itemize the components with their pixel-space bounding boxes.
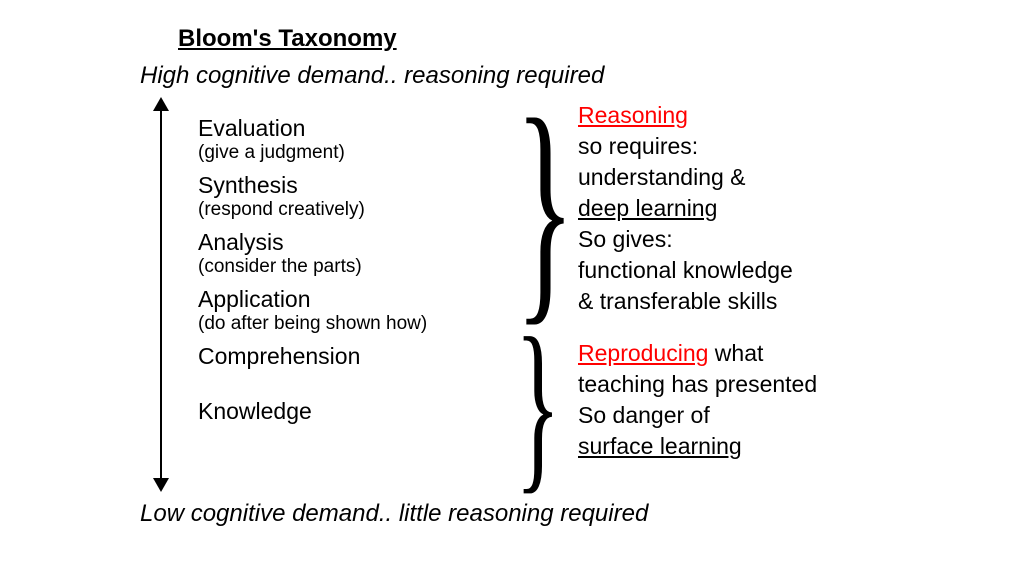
- level-desc: (consider the parts): [198, 256, 427, 278]
- reasoning-line: functional knowledge: [578, 257, 793, 283]
- reasoning-annotation: Reasoning so requires: understanding & d…: [578, 100, 793, 317]
- reasoning-line: understanding &: [578, 164, 746, 190]
- reproducing-annotation: Reproducing what teaching has presented …: [578, 338, 817, 462]
- level-desc: (respond creatively): [198, 199, 427, 221]
- reproducing-line: teaching has presented: [578, 371, 817, 397]
- reasoning-line: So gives:: [578, 226, 673, 252]
- reproducing-line: So danger of: [578, 402, 710, 428]
- level-name: Knowledge: [198, 398, 427, 425]
- taxonomy-levels: Evaluation (give a judgment) Synthesis (…: [198, 115, 427, 453]
- level-name: Comprehension: [198, 343, 427, 370]
- level-desc: (give a judgment): [198, 142, 427, 164]
- level-name: Synthesis: [198, 172, 427, 199]
- reasoning-underline: deep learning: [578, 195, 717, 221]
- reproducing-line: what: [708, 340, 763, 366]
- level-desc: (do after being shown how): [198, 313, 427, 335]
- reasoning-header: Reasoning: [578, 102, 688, 128]
- level-application: Application (do after being shown how): [198, 286, 427, 335]
- level-synthesis: Synthesis (respond creatively): [198, 172, 427, 221]
- page-title: Bloom's Taxonomy: [178, 25, 397, 53]
- reproducing-header: Reproducing: [578, 340, 708, 366]
- reasoning-line: so requires:: [578, 133, 698, 159]
- low-demand-label: Low cognitive demand.. little reasoning …: [140, 500, 648, 528]
- reproducing-underline: surface learning: [578, 433, 742, 459]
- arrow-down-icon: [153, 478, 169, 492]
- level-comprehension: Comprehension: [198, 343, 427, 370]
- level-analysis: Analysis (consider the parts): [198, 229, 427, 278]
- level-name: Evaluation: [198, 115, 427, 142]
- level-evaluation: Evaluation (give a judgment): [198, 115, 427, 164]
- level-knowledge: Knowledge: [198, 398, 427, 425]
- level-name: Analysis: [198, 229, 427, 256]
- vertical-arrow-line: [160, 104, 162, 484]
- level-name: Application: [198, 286, 427, 313]
- reasoning-line: & transferable skills: [578, 288, 777, 314]
